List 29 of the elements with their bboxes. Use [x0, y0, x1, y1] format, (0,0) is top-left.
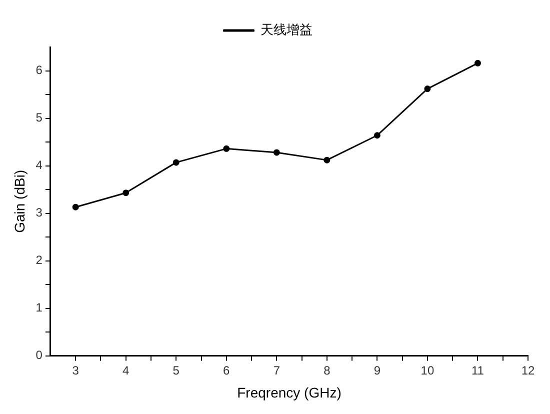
x-tick-label: 8 [324, 363, 331, 378]
x-tick-label: 11 [472, 363, 484, 378]
x-tick-label: 5 [172, 363, 180, 378]
y-tick-label: 3 [36, 206, 43, 220]
point [324, 156, 330, 164]
y-tick-label: 6 [36, 63, 43, 78]
y-tick-label: 5 [36, 110, 43, 125]
point [374, 132, 380, 139]
point [72, 204, 79, 210]
x-tick-label: 4 [122, 363, 130, 378]
y-tick-label: 0 [36, 348, 43, 362]
x-axis-title: Freqrency (GHz) [237, 384, 342, 400]
x-tick-label: 9 [374, 363, 381, 378]
x-tick-label: 7 [273, 363, 280, 378]
y-axis-title: Gain (dBi) [11, 170, 28, 233]
point [424, 86, 431, 92]
y-tick-label: 1 [36, 300, 43, 315]
y-tick-label: 4 [36, 158, 43, 172]
point [122, 190, 130, 196]
point [273, 149, 280, 156]
y-tick-label: 2 [36, 253, 43, 268]
x-tick-label: 6 [223, 363, 230, 378]
legend-label: 天线增益 [260, 22, 312, 38]
x-tick-label: 3 [72, 363, 80, 378]
point [474, 60, 481, 66]
x-tick-label: 12 [521, 363, 535, 378]
point [172, 159, 180, 166]
x-tick-label: 10 [420, 363, 434, 378]
point [223, 145, 230, 152]
